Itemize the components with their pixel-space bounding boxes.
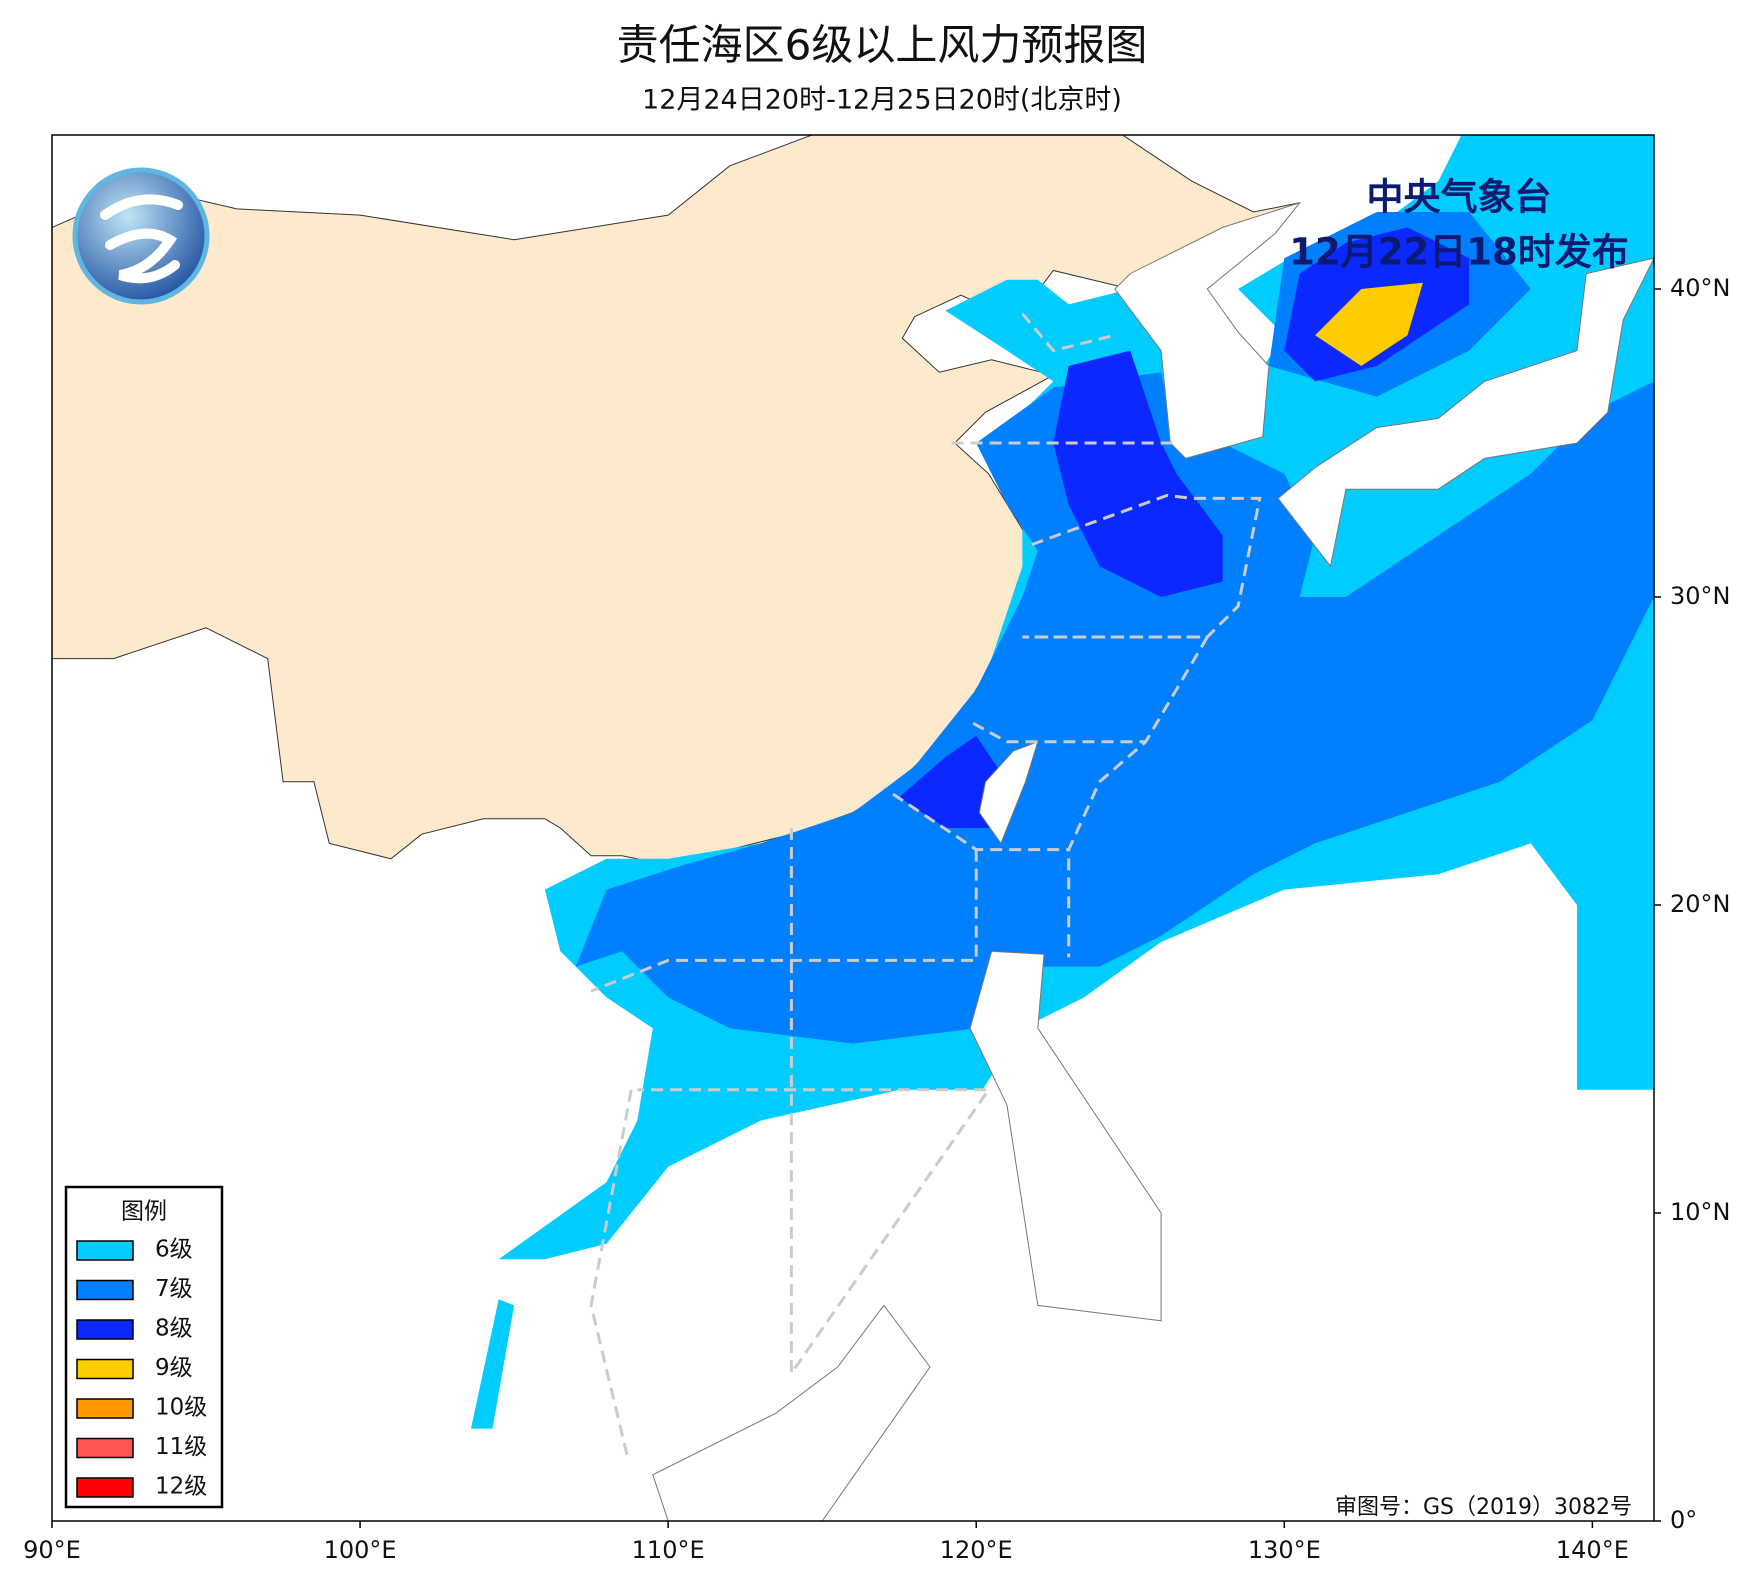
legend-label: 12级 [155, 1474, 207, 1500]
legend-label: 10级 [155, 1395, 207, 1421]
approval-number: 审图号：GS（2019）3082号 [1335, 1495, 1632, 1520]
sea-area-boundary [589, 1089, 633, 1460]
legend-label: 9级 [155, 1355, 193, 1381]
issue-time: 12月22日18时发布 [1289, 231, 1628, 274]
legend-label: 11级 [155, 1434, 207, 1460]
subtitle: 12月24日20时-12月25日20时(北京时) [642, 85, 1122, 116]
taiwan-land [978, 740, 1039, 845]
philippines-land [969, 950, 1162, 1322]
wind-zone [1053, 350, 1223, 597]
sea-area-boundary [1022, 493, 1262, 958]
sea-area-boundary [972, 721, 1146, 744]
legend-swatch [76, 1358, 134, 1380]
wind-zone [899, 735, 1007, 828]
legend-swatch [76, 1398, 134, 1419]
lon-tick-label: 90°E [23, 1536, 81, 1564]
legend-label: 7级 [155, 1276, 193, 1302]
legend-label: 6级 [155, 1237, 193, 1263]
map-area [52, 135, 1654, 1521]
lat-tick-label: 40°N [1670, 274, 1731, 302]
lon-tick-label: 140°E [1556, 1536, 1629, 1564]
logo [72, 167, 210, 305]
lat-tick-label: 30°N [1670, 582, 1731, 610]
map-frame [51, 134, 1655, 1522]
legend-swatch [76, 1319, 134, 1340]
legend-swatch [76, 1437, 134, 1459]
lat-tick-label: 10°N [1670, 1198, 1731, 1226]
legend-swatch [76, 1240, 134, 1261]
sea-area-boundary [590, 849, 978, 993]
legend-swatch [76, 1477, 134, 1498]
wind-zone [471, 1299, 515, 1429]
lat-tick-label: 20°N [1670, 890, 1731, 918]
lon-tick-label: 110°E [632, 1536, 705, 1564]
title: 责任海区6级以上风力预报图 [617, 21, 1148, 70]
wind-zone [1315, 282, 1423, 366]
lon-tick-label: 100°E [324, 1536, 397, 1564]
borneo-land [652, 1304, 931, 1521]
legend-label: 8级 [155, 1316, 193, 1342]
lat-tick-label: 0° [1670, 1506, 1697, 1534]
lon-tick-label: 130°E [1248, 1536, 1321, 1564]
legend-swatch [76, 1279, 134, 1301]
japan-land [1277, 257, 1654, 568]
issuer: 中央气象台 [1367, 176, 1552, 219]
sea-area-boundary [637, 828, 992, 1378]
legend-title: 图例 [121, 1199, 167, 1225]
legend: 图例 6级 7级 8级 9级 10级 11级 12级 [64, 1185, 224, 1509]
sea-area-boundary [1021, 312, 1116, 353]
lon-tick-label: 120°E [940, 1536, 1013, 1564]
wind-zone [575, 372, 1654, 1044]
